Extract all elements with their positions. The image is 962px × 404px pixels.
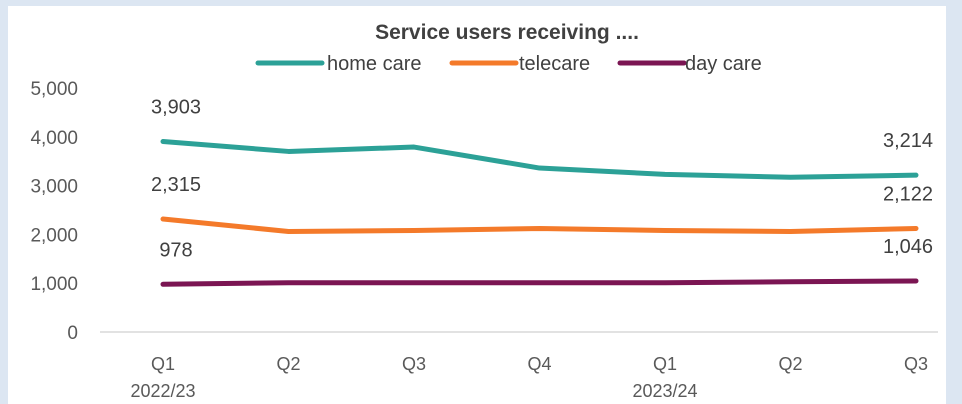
x-tick-label: Q3 [904, 354, 928, 374]
y-axis: 0 1,000 2,000 3,000 4,000 5,000 [30, 79, 78, 344]
y-tick-label: 2,000 [30, 225, 78, 246]
legend-label: telecare [519, 53, 590, 75]
legend: home care telecare day care [255, 53, 762, 75]
x-year-label: 2022/23 [130, 381, 195, 401]
x-year-label: 2023/24 [632, 381, 697, 401]
x-tick-label: Q3 [402, 354, 426, 374]
y-tick-label: 4,000 [30, 128, 78, 149]
y-tick-label: 0 [67, 323, 78, 344]
y-tick-label: 1,000 [30, 274, 78, 295]
y-tick-label: 5,000 [30, 79, 78, 100]
legend-label: home care [327, 53, 422, 75]
chart-frame: Service users receiving .... home care te… [8, 6, 946, 404]
series-line [160, 139, 919, 180]
data-label: 3,214 [883, 130, 933, 152]
x-tick-label: Q2 [778, 354, 802, 374]
x-tick-label: Q1 [653, 354, 677, 374]
line-chart: Service users receiving .... home care te… [30, 21, 938, 401]
data-label: 978 [159, 239, 192, 261]
data-label: 2,315 [151, 174, 201, 196]
y-tick-label: 3,000 [30, 177, 78, 198]
data-label: 2,122 [883, 183, 933, 205]
x-tick-label: Q1 [151, 354, 175, 374]
legend-label: day care [685, 53, 762, 75]
series-lines [160, 139, 919, 287]
x-tick-label: Q2 [276, 354, 300, 374]
data-label: 3,903 [151, 97, 201, 119]
series-line [160, 278, 919, 287]
chart-title: Service users receiving .... [375, 21, 639, 44]
series-line [160, 216, 919, 234]
data-labels: 3,903 3,214 2,315 2,122 978 1,046 [151, 97, 933, 262]
x-tick-label: Q4 [527, 354, 551, 374]
x-axis: Q1 Q2 Q3 Q4 Q1 Q2 Q3 2022/23 2023/24 [100, 331, 938, 401]
data-label: 1,046 [883, 236, 933, 258]
